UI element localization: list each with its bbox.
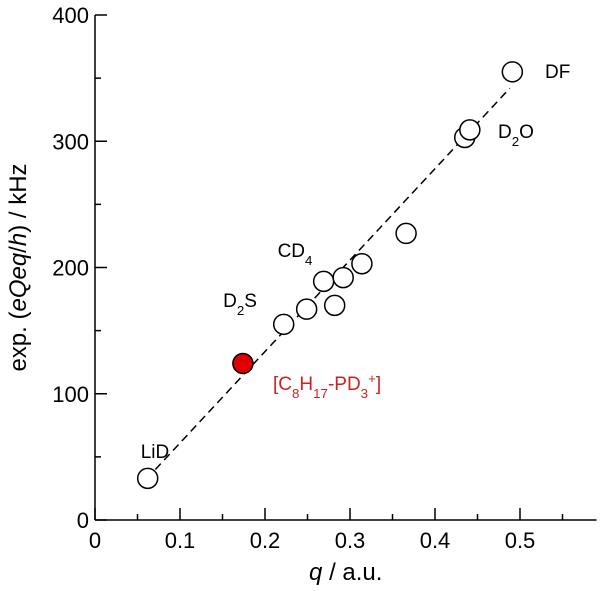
data-point: [395, 222, 417, 245]
y-axis-label-part: ) / kHz: [5, 163, 32, 232]
annotation-part: D: [498, 122, 512, 143]
annotation-part: +: [368, 371, 376, 386]
y-axis-label-part: exp. (: [5, 312, 32, 372]
annotation: CD4: [278, 241, 313, 268]
annotation-part: DF: [545, 62, 570, 83]
annotation-part: 4: [305, 253, 312, 268]
y-tick-label: 200: [52, 256, 89, 281]
x-axis-label: q / a.u.: [309, 559, 382, 586]
x-tick-label: 0.3: [335, 528, 366, 553]
data-point: [332, 266, 354, 289]
data-point: [295, 298, 318, 320]
x-tick-label: 0.5: [505, 528, 536, 553]
data-point: [501, 61, 524, 83]
y-axis-label-part: /: [5, 246, 32, 253]
y-tick-label: 300: [52, 129, 89, 154]
data-point: [272, 313, 295, 336]
data-point: [136, 467, 159, 490]
annotation: D2S: [223, 291, 257, 318]
x-tick-label: 0.1: [165, 528, 196, 553]
x-tick-label: 0: [89, 528, 101, 553]
data-point: [232, 352, 254, 375]
y-tick-label: 100: [52, 382, 89, 407]
annotation-part: S: [244, 291, 257, 312]
x-tick-label: 0.2: [250, 528, 281, 553]
y-axis-label-part: eQeq: [5, 252, 32, 311]
annotation-part: [C: [273, 374, 292, 395]
y-axis-label-part: h: [5, 233, 32, 246]
annotation-part: 2: [512, 134, 519, 149]
annotation-part: 8: [292, 386, 299, 401]
annotation-part: CD: [278, 241, 305, 262]
annotation-part: 17: [313, 386, 328, 401]
data-point: [351, 252, 373, 275]
y-tick-label: 0: [77, 508, 89, 533]
data-point: [312, 270, 335, 293]
annotation-part: LiD: [141, 442, 170, 463]
y-tick-label: 400: [52, 3, 89, 28]
annotation-part: H: [299, 374, 313, 395]
x-axis-label-part: / a.u.: [322, 559, 382, 586]
annotation-part: 2: [237, 303, 244, 318]
data-point: [459, 119, 481, 141]
annotation: DF: [545, 62, 570, 83]
annotation-part: -PD: [328, 374, 361, 395]
x-axis-label-part: q: [309, 559, 323, 586]
annotation-part: ]: [376, 374, 381, 395]
x-tick-label: 0.4: [420, 528, 451, 553]
annotation-part: D: [223, 291, 237, 312]
annotation: D2O: [498, 122, 534, 149]
annotation: LiD: [141, 442, 170, 463]
y-axis-label: exp. (eQeq/h) / kHz: [5, 163, 32, 371]
annotation-part: O: [519, 122, 534, 143]
annotation: [C8H17-PD3+]: [273, 371, 381, 401]
data-point: [323, 294, 346, 317]
annotation-part: 3: [361, 386, 368, 401]
